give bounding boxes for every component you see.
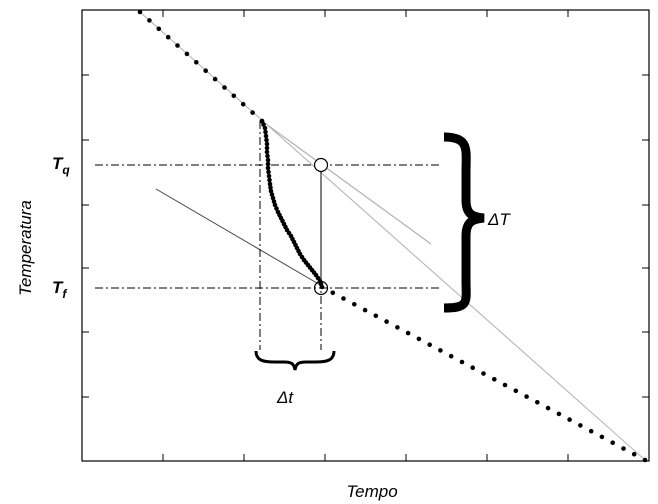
tf-marker-circle: [313, 280, 329, 296]
curve-point: [268, 188, 274, 194]
curve-point: [175, 43, 180, 48]
delta-t-brace: [254, 350, 336, 371]
curve-point: [599, 434, 605, 440]
tf-label: Tf: [52, 278, 67, 301]
curve-point: [267, 181, 273, 187]
curve-point: [416, 336, 422, 342]
curve-point: [448, 353, 454, 359]
curve-point: [567, 417, 572, 422]
curve-point: [266, 169, 271, 175]
curve-point: [265, 157, 271, 163]
curve-point: [274, 206, 279, 211]
curve-point: [470, 365, 476, 371]
curve-point: [405, 330, 411, 336]
delta-T-brace: [443, 132, 485, 313]
delta-t-label: Δt: [276, 388, 294, 407]
curve-point: [330, 290, 336, 296]
curve-point: [481, 371, 486, 376]
curve-point: [203, 68, 208, 73]
curve-point: [502, 382, 508, 388]
curve-point: [264, 141, 270, 147]
y2-axis-ticks: [642, 74, 649, 398]
lower-extrapolation-line: [155, 188, 323, 287]
curve-point: [266, 173, 272, 179]
curve-point: [362, 307, 368, 313]
curve-point: [395, 325, 400, 330]
curve-point: [231, 93, 237, 99]
tq-marker-circle: [313, 157, 329, 173]
cooling-curve-points: [137, 9, 648, 463]
plot-frame: [81, 9, 650, 462]
curve-point: [259, 118, 265, 124]
curve-point: [268, 185, 273, 190]
curve-point: [265, 153, 270, 159]
curve-point: [438, 348, 443, 353]
curve-point: [264, 145, 270, 151]
curve-point: [341, 296, 346, 301]
curve-point: [384, 319, 389, 324]
x-axis-label: Tempo: [346, 482, 397, 501]
curve-point: [270, 195, 276, 201]
curve-point: [261, 122, 266, 127]
curve-point: [513, 388, 519, 394]
x-axis-ticks: [162, 454, 569, 461]
curve-point: [265, 165, 271, 171]
x2-axis-ticks: [162, 10, 569, 17]
tq-label: Tq: [52, 154, 70, 177]
curve-point: [556, 411, 562, 417]
curve-point: [427, 342, 433, 348]
curve-point: [642, 457, 648, 463]
curve-point: [545, 405, 551, 411]
curve-point: [524, 394, 529, 399]
curve-point: [222, 85, 227, 90]
curve-point: [265, 161, 271, 167]
curve-point: [194, 60, 199, 65]
curve-point: [352, 302, 357, 307]
curve-point: [212, 76, 218, 82]
curve-point: [137, 9, 143, 15]
curve-point: [492, 377, 497, 382]
curve-point: [459, 359, 465, 365]
curve-point: [588, 428, 594, 434]
curve-point: [264, 149, 270, 155]
y-axis-ticks: [82, 74, 89, 398]
curve-point: [184, 51, 190, 57]
curve-point: [263, 129, 268, 135]
curve-point: [319, 284, 325, 290]
curve-point: [147, 18, 152, 23]
curve-point: [535, 400, 540, 405]
curve-point: [262, 125, 268, 131]
curve-point: [631, 451, 637, 457]
curve-point: [272, 202, 278, 208]
curve-point: [165, 34, 171, 40]
curve-point: [267, 177, 272, 183]
curve-point: [250, 110, 255, 115]
upper-extrapolation-line: [261, 120, 432, 245]
delta-T-label: ΔT: [487, 210, 511, 229]
curve-point: [269, 192, 275, 197]
curve-point: [621, 446, 626, 451]
curve-point: [373, 313, 379, 319]
curve-point: [240, 101, 246, 107]
curve-point: [610, 440, 615, 446]
curve-point: [578, 423, 583, 428]
curve-point: [264, 137, 269, 143]
curve-point: [156, 26, 162, 32]
y-axis-label: Temperatura: [16, 200, 35, 296]
curve-point: [263, 133, 269, 139]
curve-point: [271, 199, 277, 204]
